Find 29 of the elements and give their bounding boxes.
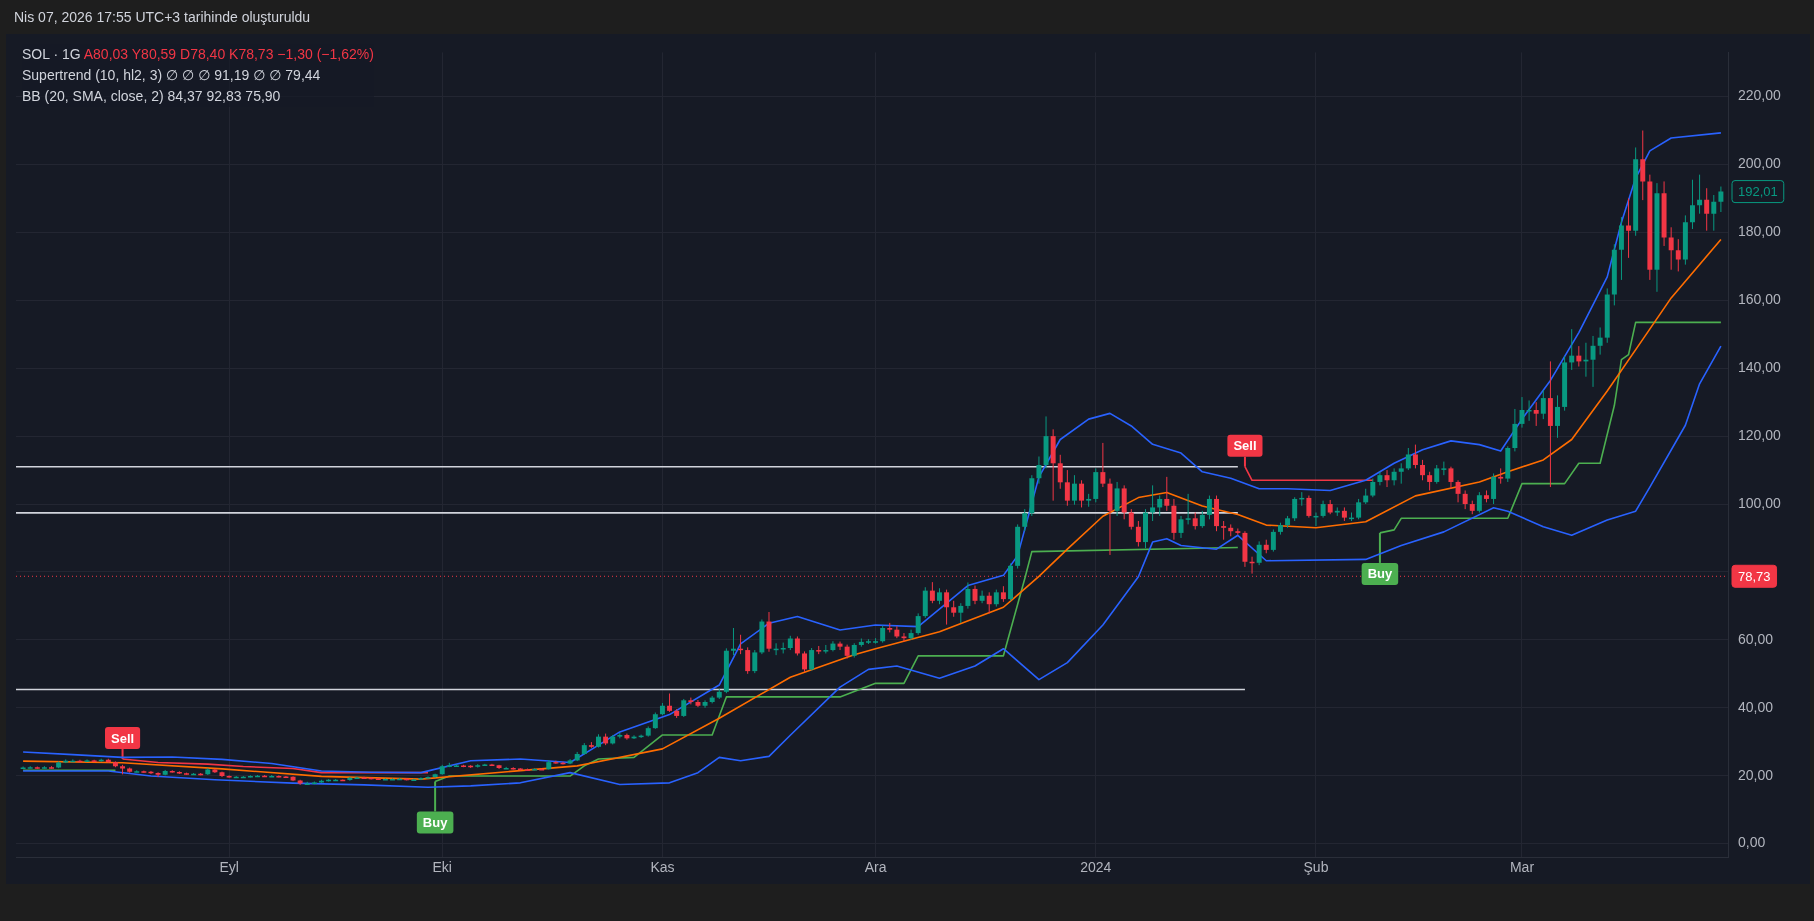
ref-line-label: 78,73 xyxy=(1738,568,1771,584)
x-tick-label: 2024 xyxy=(1080,859,1112,876)
x-tick-label: Mar xyxy=(1509,859,1535,876)
annotation: Supertrend (10, hl2, 3) ∅ ∅ ∅ 91,19 ∅ ∅ 79,44 xyxy=(22,66,322,85)
y-tick-label: 160,00 xyxy=(1738,291,1782,308)
y-tick-label: 120,00 xyxy=(1738,426,1782,443)
y-tick-label: 140,00 xyxy=(1738,359,1782,376)
y-tick-label: 20,00 xyxy=(1738,766,1774,783)
y-tick-label: 40,00 xyxy=(1738,698,1774,715)
annotation: Sell xyxy=(1233,438,1257,454)
y-tick-label: 200,00 xyxy=(1738,155,1782,172)
annotation: Sell xyxy=(110,730,135,746)
y-tick-label: 220,00 xyxy=(1738,87,1782,104)
annotation: 192,01 xyxy=(1738,184,1778,200)
chart-title: SOL · 1G xyxy=(22,46,81,62)
x-tick-label: Eki xyxy=(432,859,452,876)
x-tick-label: Kas xyxy=(650,859,675,876)
annotation: BB (20, SMA, close, 2) 84,37 92,83 75,90 xyxy=(22,87,282,106)
y-tick-label: 180,00 xyxy=(1738,223,1782,240)
text: Nis 07, 2026 17:55 UTC+3 tarihinde oluşturuldu xyxy=(13,8,312,27)
y-tick-label: 100,00 xyxy=(1738,494,1782,511)
chart-subtitle: A80,03 Y80,59 D78,40 K78,73 −1,30 (−1,62%) xyxy=(83,46,374,62)
y-tick-label: 0,00 xyxy=(1738,834,1766,851)
y-tick-label: 60,00 xyxy=(1738,630,1774,647)
annotation: Buy xyxy=(1367,566,1393,582)
x-tick-label: Eyl xyxy=(219,859,239,876)
x-tick-label: Şub xyxy=(1303,859,1329,876)
x-tick-label: Ara xyxy=(864,859,887,876)
annotation: Buy xyxy=(422,815,449,831)
